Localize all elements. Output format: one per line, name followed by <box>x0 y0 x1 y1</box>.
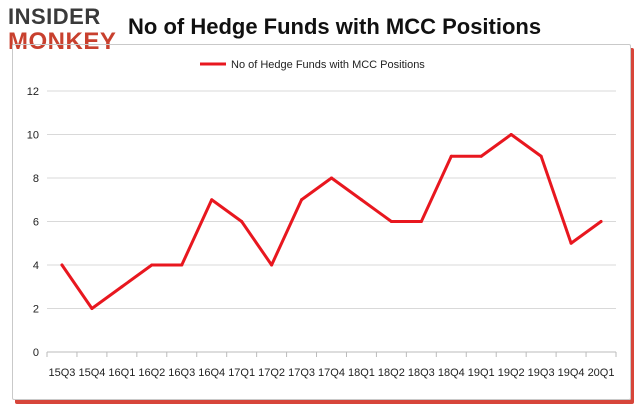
data-point <box>120 285 124 289</box>
data-point <box>60 263 64 267</box>
x-tick-label: 19Q1 <box>468 367 495 379</box>
chart-title: No of Hedge Funds with MCC Positions <box>128 14 542 39</box>
data-point <box>240 220 244 223</box>
y-tick-label: 8 <box>33 173 39 185</box>
x-tick-label: 15Q3 <box>49 367 76 379</box>
x-tick-label: 20Q1 <box>588 367 615 379</box>
data-point <box>599 220 603 223</box>
x-tick-label: 17Q2 <box>258 367 285 379</box>
data-point <box>270 263 274 267</box>
x-tick-label: 18Q2 <box>378 367 405 379</box>
x-tick-label: 18Q1 <box>348 367 375 379</box>
y-tick-label: 12 <box>27 86 39 98</box>
legend: No of Hedge Funds with MCC Positions <box>200 59 425 71</box>
data-point <box>180 263 184 267</box>
data-point <box>150 263 154 267</box>
data-point <box>300 198 304 202</box>
data-point <box>330 176 333 180</box>
y-tick-label: 10 <box>27 130 39 142</box>
data-point <box>539 154 543 158</box>
data-point <box>389 220 393 223</box>
data-point <box>359 198 363 202</box>
x-tick-label: 16Q1 <box>108 367 135 379</box>
data-point <box>479 154 483 158</box>
chart-frame <box>12 44 631 400</box>
logo-line-2: MONKEY <box>8 28 117 55</box>
x-tick-label: 17Q1 <box>228 367 255 379</box>
data-point <box>509 133 513 136</box>
x-tick-label: 16Q2 <box>138 367 165 379</box>
y-tick-label: 2 <box>33 304 39 316</box>
y-tick-label: 0 <box>33 347 39 359</box>
legend-label: No of Hedge Funds with MCC Positions <box>231 59 425 71</box>
data-point <box>449 154 453 158</box>
y-tick-label: 6 <box>33 217 39 229</box>
x-tick-label: 16Q3 <box>168 367 195 379</box>
logo-line-1: INSIDER <box>8 4 101 29</box>
data-point <box>210 198 214 202</box>
data-point <box>90 307 94 310</box>
insider-monkey-logo: INSIDER MONKEY <box>8 6 120 56</box>
x-tick-label: 17Q4 <box>318 367 345 379</box>
x-tick-label: 17Q3 <box>288 367 315 379</box>
x-tick-label: 18Q4 <box>438 367 465 379</box>
x-tick-label: 19Q3 <box>528 367 555 379</box>
data-point <box>419 220 423 223</box>
x-tick-label: 19Q2 <box>498 367 525 379</box>
data-point <box>569 241 573 245</box>
x-tick-label: 16Q4 <box>198 367 225 379</box>
x-tick-label: 15Q4 <box>78 367 105 379</box>
x-tick-label: 19Q4 <box>558 367 585 379</box>
x-tick-label: 18Q3 <box>408 367 435 379</box>
y-tick-label: 4 <box>33 260 39 272</box>
